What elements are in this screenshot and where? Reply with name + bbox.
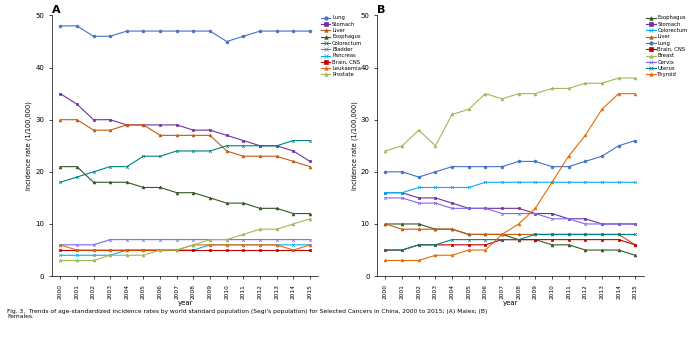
Text: A: A (52, 5, 60, 15)
Legend: Esophagus, Stomach, Colorectum, Liver, Lung, Brain, CNS, Breast, Cervix, Uterus,: Esophagus, Stomach, Colorectum, Liver, L… (646, 15, 688, 77)
Y-axis label: Incidence rate (1/100,000): Incidence rate (1/100,000) (26, 101, 33, 190)
X-axis label: year: year (177, 300, 193, 306)
Legend: Lung, Stomach, Liver, Esophagus, Colorectum, Bladder, Pancreas, Brain, CNS, Leuk: Lung, Stomach, Liver, Esophagus, Colorec… (321, 15, 363, 77)
Y-axis label: Incidence rate (1/100,000): Incidence rate (1/100,000) (352, 101, 358, 190)
Text: Fig. 3.  Trends of age-standardized incidence rates by world standard population: Fig. 3. Trends of age-standardized incid… (7, 309, 487, 319)
Text: B: B (377, 5, 385, 15)
X-axis label: year: year (502, 300, 518, 306)
